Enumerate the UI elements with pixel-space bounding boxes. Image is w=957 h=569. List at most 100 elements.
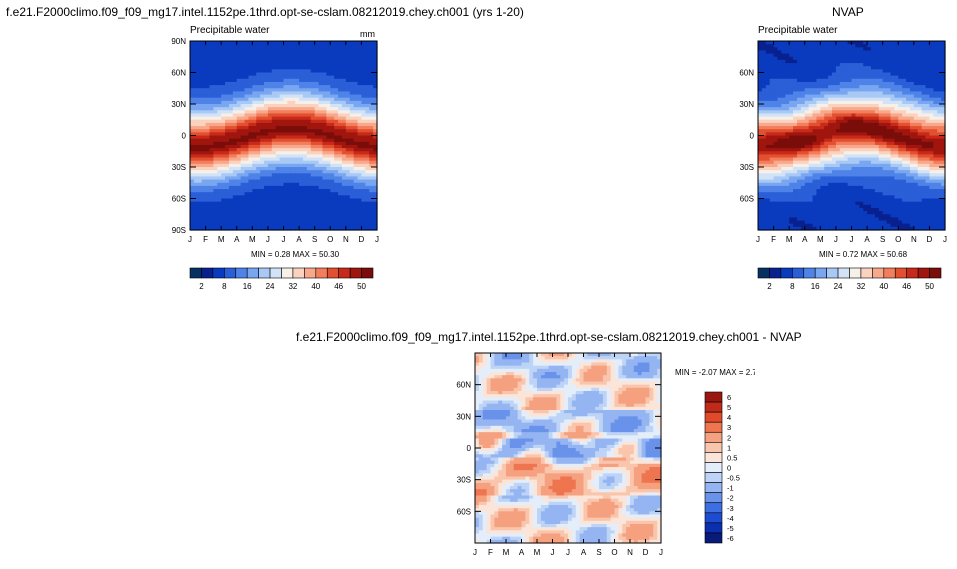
heatmap-cell bbox=[334, 214, 339, 218]
heatmap-cell bbox=[816, 160, 821, 165]
heatmap-cell bbox=[209, 110, 214, 115]
heatmap-cell bbox=[874, 66, 880, 70]
heatmap-cell bbox=[851, 110, 856, 115]
heatmap-cell bbox=[291, 50, 296, 55]
heatmap-cell bbox=[252, 167, 257, 171]
heatmap-cell bbox=[267, 204, 273, 209]
heatmap-cell bbox=[287, 110, 292, 115]
heatmap-cell bbox=[941, 151, 946, 155]
heatmap-cell bbox=[291, 135, 296, 140]
heatmap-cell bbox=[921, 126, 927, 130]
heatmap-cell bbox=[851, 69, 856, 74]
heatmap-cell bbox=[291, 59, 296, 64]
y-tick-label: 90S bbox=[172, 226, 186, 235]
heatmap-cell bbox=[232, 192, 238, 196]
heatmap-cell bbox=[283, 185, 288, 190]
heatmap-cell bbox=[287, 201, 292, 206]
heatmap-cell bbox=[322, 59, 327, 64]
heatmap-cell bbox=[765, 157, 771, 162]
heatmap-cell bbox=[252, 211, 257, 215]
heatmap-cell bbox=[279, 47, 285, 52]
heatmap-cell bbox=[793, 100, 798, 105]
heatmap-cell bbox=[201, 176, 207, 181]
heatmap-cell bbox=[225, 217, 230, 222]
heatmap-cell bbox=[228, 107, 234, 111]
heatmap-cell bbox=[256, 220, 261, 225]
heatmap-cell bbox=[302, 85, 308, 89]
heatmap-cell bbox=[287, 135, 292, 140]
heatmap-cell bbox=[271, 144, 277, 149]
heatmap-cell bbox=[777, 44, 782, 48]
heatmap-cell bbox=[773, 116, 779, 121]
heatmap-cell bbox=[820, 157, 825, 162]
heatmap-cell bbox=[365, 157, 370, 162]
heatmap-cell bbox=[913, 132, 919, 137]
heatmap-cell bbox=[213, 182, 218, 187]
heatmap-cell bbox=[925, 141, 931, 146]
heatmap-cell bbox=[267, 122, 273, 127]
heatmap-cell bbox=[925, 154, 931, 159]
heatmap-cell bbox=[906, 97, 911, 102]
heatmap-cell bbox=[765, 94, 771, 99]
heatmap-cell bbox=[902, 151, 907, 155]
heatmap-cell bbox=[898, 81, 903, 86]
heatmap-cell bbox=[812, 94, 818, 99]
colorbar-cam: 2 8 16 24 32 40 46 50 bbox=[189, 267, 374, 290]
heatmap-cell bbox=[859, 78, 864, 83]
heatmap-cell bbox=[878, 129, 884, 133]
heatmap-cell bbox=[252, 44, 257, 48]
heatmap-cell bbox=[804, 104, 810, 108]
heatmap-cell bbox=[357, 217, 363, 222]
heatmap-cell bbox=[338, 144, 343, 149]
heatmap-cell bbox=[209, 66, 214, 70]
heatmap-cell bbox=[260, 204, 265, 209]
heatmap-cell bbox=[902, 81, 907, 86]
heatmap-cell bbox=[271, 204, 277, 209]
heatmap-cell bbox=[225, 85, 230, 89]
heatmap-cell bbox=[225, 69, 230, 74]
heatmap-cell bbox=[765, 50, 771, 55]
heatmap-cell bbox=[228, 126, 234, 130]
heatmap-cell bbox=[193, 185, 199, 190]
heatmap-cell bbox=[859, 119, 864, 124]
heatmap-cell bbox=[221, 167, 226, 171]
heatmap-cell bbox=[925, 170, 931, 174]
heatmap-cell bbox=[256, 176, 261, 181]
heatmap-cell bbox=[369, 59, 374, 64]
heatmap-cell bbox=[326, 154, 331, 159]
heatmap-cell bbox=[244, 195, 250, 200]
heatmap-cell bbox=[310, 41, 316, 45]
heatmap-cell bbox=[894, 41, 899, 45]
heatmap-cell bbox=[859, 116, 864, 121]
heatmap-cell bbox=[252, 107, 257, 111]
heatmap-cell bbox=[326, 116, 331, 121]
heatmap-cell bbox=[267, 189, 273, 193]
heatmap-cell bbox=[326, 214, 331, 218]
heatmap-cell bbox=[264, 72, 269, 77]
heatmap-cell bbox=[264, 189, 269, 193]
heatmap-cell bbox=[909, 56, 915, 61]
heatmap-cell bbox=[808, 151, 814, 155]
heatmap-cell bbox=[855, 138, 860, 143]
heatmap-cell bbox=[190, 85, 195, 89]
heatmap-cell bbox=[828, 141, 833, 146]
heatmap-cell bbox=[341, 85, 347, 89]
heatmap-cell bbox=[882, 47, 888, 52]
heatmap-cell bbox=[306, 223, 312, 228]
heatmap-cell bbox=[917, 81, 923, 86]
heatmap-cell bbox=[260, 69, 265, 74]
heatmap-cell bbox=[832, 66, 837, 70]
heatmap-cell bbox=[295, 135, 300, 140]
heatmap-cell bbox=[225, 88, 230, 92]
heatmap-cell bbox=[835, 41, 841, 45]
heatmap-cell bbox=[941, 69, 946, 74]
heatmap-cell bbox=[197, 154, 203, 159]
heatmap-cell bbox=[781, 148, 786, 152]
heatmap-cell bbox=[201, 78, 207, 83]
heatmap-cell bbox=[765, 132, 771, 137]
heatmap-cell bbox=[925, 116, 931, 121]
heatmap-cell bbox=[334, 151, 339, 155]
heatmap-cell bbox=[330, 129, 335, 133]
heatmap-cell bbox=[867, 88, 872, 92]
heatmap-cell bbox=[314, 97, 320, 102]
